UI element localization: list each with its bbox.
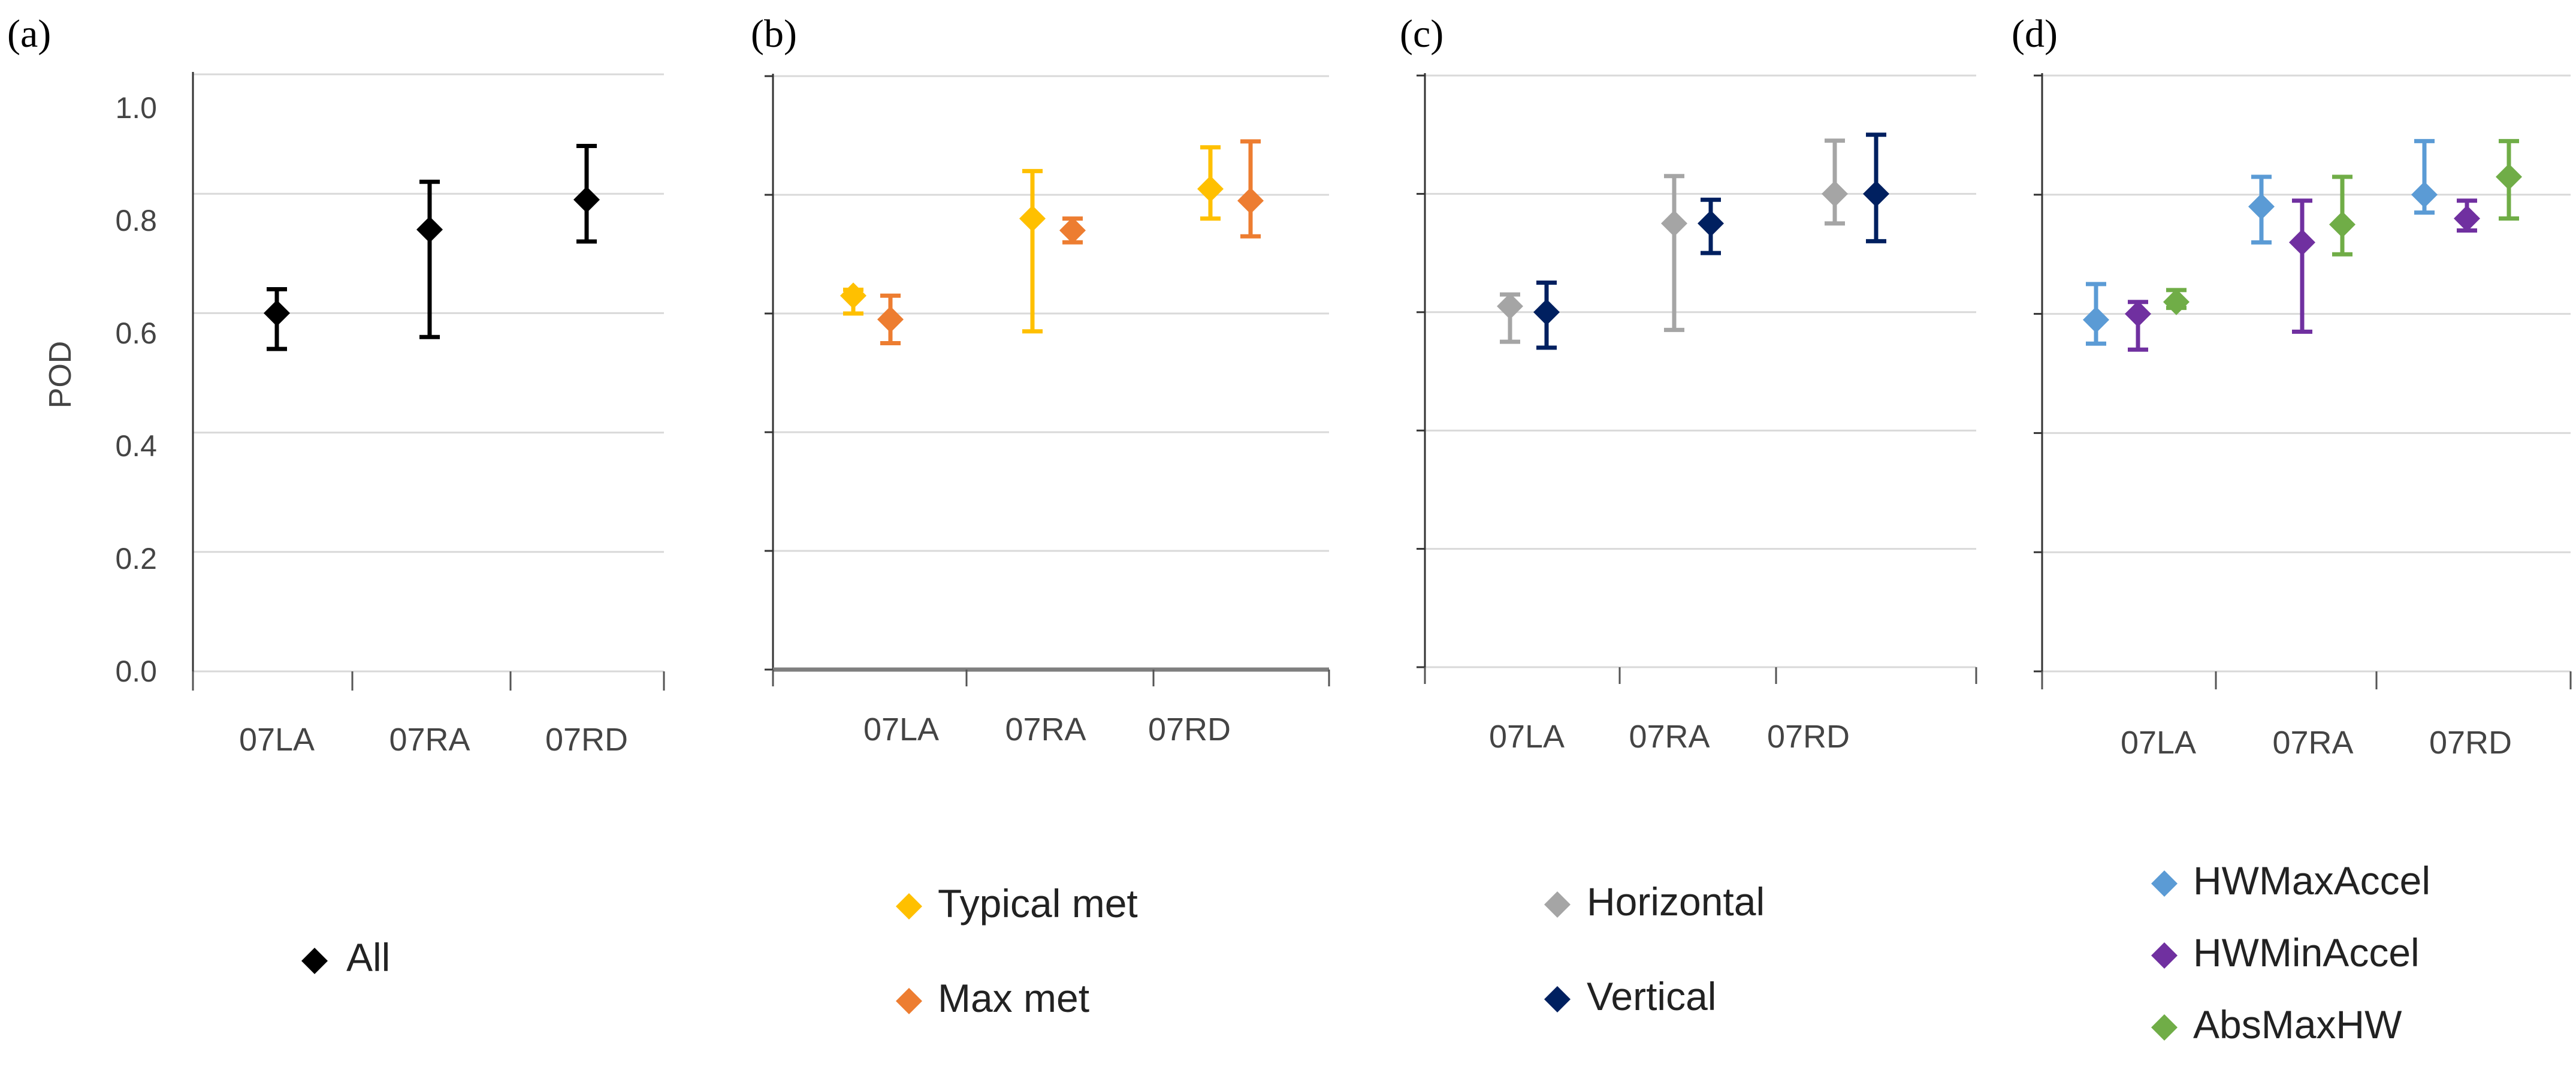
data-point-hwminaccel-07ra — [2289, 229, 2315, 256]
panel-d-legend: HWMaxAccel HWMinAccel AbsMaxHW — [2151, 858, 2430, 1047]
legend-label-horizontal: Horizontal — [1587, 879, 1765, 924]
category-label-07LA: 07LA — [239, 722, 315, 758]
data-point-hwminaccel-07rd — [2454, 205, 2480, 232]
legend-marker-max-met — [896, 988, 922, 1014]
category-label-07RD: 07RD — [545, 722, 628, 758]
panel-d-tag: (d) — [2012, 12, 2058, 56]
panel-a-data-marks — [264, 144, 600, 351]
panel-d-category-labels: 07LA 07RA 07RD — [2121, 725, 2512, 761]
panel-a-category-labels: 07LA 07RA 07RD — [239, 722, 628, 758]
legend-marker-hwmaxaccel — [2151, 870, 2178, 897]
panel-c-gridlines — [1425, 74, 1976, 668]
legend-marker-horizontal — [1544, 891, 1571, 918]
data-point-vertical-07rd — [1863, 180, 1889, 207]
data-point-all-07ra — [416, 216, 443, 243]
category-label-07RD: 07RD — [1148, 712, 1231, 748]
panel-c-legend: Horizontal Vertical — [1544, 879, 1765, 1018]
data-point-hwmaxaccel-07la — [2083, 306, 2109, 333]
data-point-absmaxhw-07rd — [2496, 163, 2522, 190]
data-point-typical-met-07rd — [1197, 176, 1224, 203]
panel-d: (d) 07LA 07RA 07RD HWMaxAccel HWMinAccel… — [2012, 12, 2572, 1047]
panel-b-data-marks — [840, 139, 1264, 345]
panel-d-data-marks — [2083, 138, 2522, 352]
panel-d-axes — [2034, 73, 2572, 689]
legend-label-absmaxhw: AbsMaxHW — [2193, 1002, 2402, 1047]
panel-a-tag: (a) — [7, 12, 51, 56]
category-label-07LA: 07LA — [2121, 725, 2196, 761]
panel-d-gridlines — [2042, 74, 2571, 673]
panel-b-axes — [765, 74, 1330, 686]
category-label-07RA: 07RA — [2272, 725, 2353, 761]
panel-c-data-marks — [1497, 132, 1889, 350]
data-point-all-07la — [264, 300, 290, 327]
category-label-07RA: 07RA — [1005, 712, 1086, 748]
y-tick-label-0.8: 0.8 — [115, 204, 157, 237]
category-label-07RD: 07RD — [1767, 719, 1850, 755]
data-point-hwmaxaccel-07rd — [2411, 181, 2438, 208]
data-point-horizontal-07ra — [1661, 210, 1687, 237]
category-label-07RA: 07RA — [1629, 719, 1710, 755]
panel-c: (c) 07LA 07RA 07RD Horizontal Vertical — [1400, 12, 1977, 1018]
data-point-vertical-07ra — [1698, 210, 1724, 237]
legend-marker-typical-met — [896, 893, 922, 920]
y-tick-label-0.2: 0.2 — [115, 542, 157, 575]
panel-b: (b) 07LA 07RA 07RD Typical met Max met — [751, 12, 1330, 1020]
panel-c-tag: (c) — [1400, 12, 1443, 56]
category-label-07LA: 07LA — [1489, 719, 1565, 755]
y-tick-label-1.0: 1.0 — [115, 91, 157, 125]
panel-a-legend: All — [301, 935, 390, 979]
data-point-vertical-07la — [1533, 299, 1560, 325]
panel-a-gridlines — [193, 73, 664, 673]
data-point-typical-met-07ra — [1019, 205, 1046, 232]
panel-b-tag: (b) — [751, 12, 797, 56]
y-tick-labels: 0.0 0.2 0.4 0.6 0.8 1.0 — [115, 91, 157, 688]
legend-marker-hwminaccel — [2151, 942, 2178, 969]
panel-a: (a) POD 0.0 0.2 0.4 0.6 0.8 1.0 07LA 07R… — [7, 12, 665, 979]
data-point-all-07rd — [573, 186, 600, 213]
data-point-horizontal-07rd — [1822, 180, 1848, 207]
category-label-07RD: 07RD — [2429, 725, 2512, 761]
legend-label-vertical: Vertical — [1587, 974, 1716, 1018]
panel-c-axes — [1417, 73, 1977, 684]
data-point-max-met-07ra — [1059, 217, 1086, 244]
panel-b-gridlines — [773, 75, 1329, 552]
data-point-absmaxhw-07la — [2163, 288, 2190, 315]
data-point-horizontal-07la — [1497, 293, 1523, 320]
y-tick-label-0.0: 0.0 — [115, 655, 157, 688]
legend-label-hwminaccel: HWMinAccel — [2193, 930, 2420, 975]
legend-label-hwmaxaccel: HWMaxAccel — [2193, 858, 2430, 903]
legend-marker-absmaxhw — [2151, 1014, 2178, 1041]
legend-label-max-met: Max met — [938, 976, 1089, 1020]
legend-label-typical-met: Typical met — [938, 881, 1138, 926]
data-point-hwminaccel-07la — [2125, 300, 2151, 327]
y-tick-label-0.4: 0.4 — [115, 429, 157, 463]
panel-b-legend: Typical met Max met — [896, 881, 1138, 1020]
panel-a-axes — [192, 72, 665, 691]
panel-b-category-labels: 07LA 07RA 07RD — [863, 712, 1231, 748]
legend-label-all: All — [346, 935, 390, 979]
category-label-07RA: 07RA — [389, 722, 470, 758]
data-point-hwmaxaccel-07ra — [2248, 193, 2275, 220]
data-point-typical-met-07la — [840, 282, 866, 309]
data-point-max-met-07la — [877, 306, 904, 333]
y-tick-label-0.6: 0.6 — [115, 317, 157, 350]
panel-c-category-labels: 07LA 07RA 07RD — [1489, 719, 1850, 755]
legend-marker-all — [301, 948, 328, 974]
data-point-max-met-07rd — [1237, 187, 1264, 214]
y-axis-title: POD — [43, 341, 78, 409]
category-label-07LA: 07LA — [863, 712, 939, 748]
legend-marker-vertical — [1544, 986, 1571, 1012]
data-point-absmaxhw-07ra — [2329, 211, 2355, 238]
